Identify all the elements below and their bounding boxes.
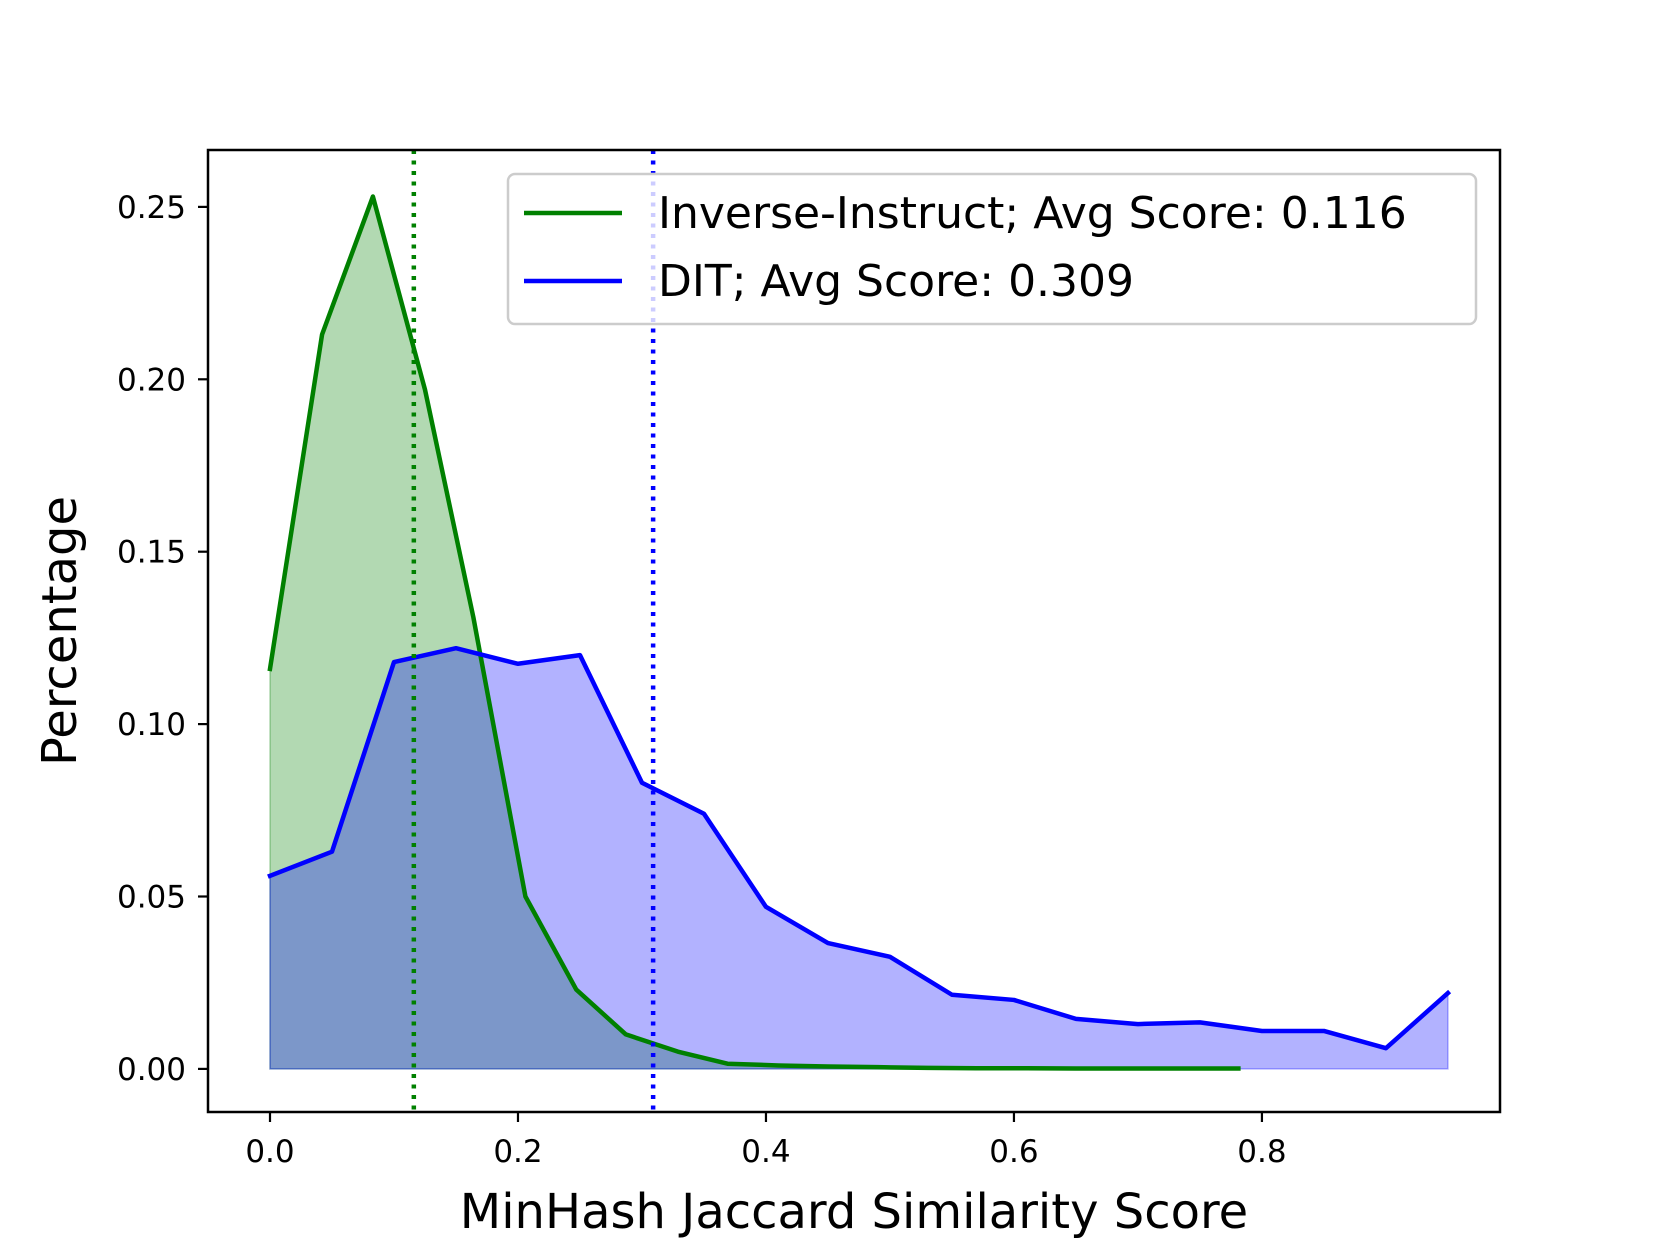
y-tick-label: 0.15 — [117, 535, 186, 571]
y-axis-label: Percentage — [32, 496, 88, 766]
area-fills — [270, 197, 1448, 1069]
legend-label-0: Inverse-Instruct; Avg Score: 0.116 — [658, 188, 1407, 239]
x-axis-label: MinHash Jaccard Similarity Score — [460, 1184, 1248, 1240]
x-tick-label: 0.8 — [1237, 1134, 1286, 1170]
x-tick-label: 0.4 — [741, 1134, 790, 1170]
x-tick-label: 0.6 — [989, 1134, 1038, 1170]
y-axis-ticks: 0.00 0.05 0.10 0.15 0.20 0.25 — [117, 190, 208, 1088]
y-tick-label: 0.20 — [117, 362, 186, 398]
x-axis-ticks: 0.0 0.2 0.4 0.6 0.8 — [245, 1112, 1286, 1170]
area-fill-series-1 — [270, 648, 1448, 1069]
y-tick-label: 0.05 — [117, 879, 186, 915]
x-tick-label: 0.2 — [493, 1134, 542, 1170]
y-tick-label: 0.10 — [117, 707, 186, 743]
y-tick-label: 0.00 — [117, 1052, 186, 1088]
x-tick-label: 0.0 — [245, 1134, 294, 1170]
y-tick-label: 0.25 — [117, 190, 186, 226]
legend-label-1: DIT; Avg Score: 0.309 — [658, 256, 1134, 307]
legend: Inverse-Instruct; Avg Score: 0.116 DIT; A… — [508, 174, 1476, 324]
